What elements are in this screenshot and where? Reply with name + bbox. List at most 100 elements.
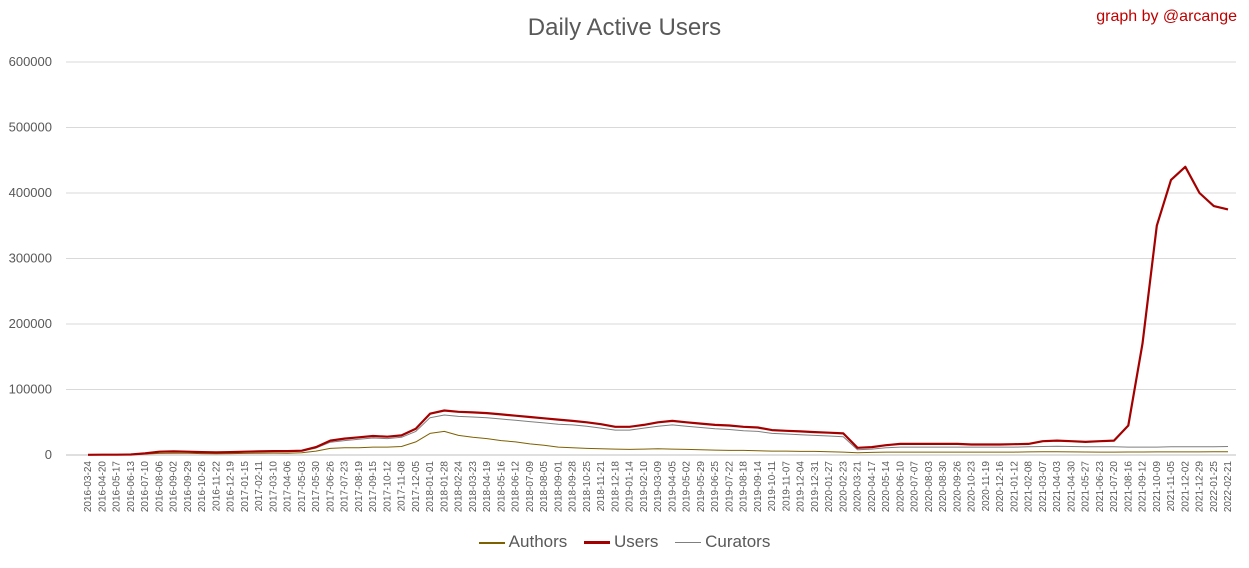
x-tick-label: 2021-10-09 <box>1152 461 1163 513</box>
x-tick-label: 2018-02-24 <box>454 461 465 513</box>
x-tick-label: 2018-11-21 <box>596 461 607 512</box>
legend-swatch-curators <box>675 542 702 544</box>
legend-swatch-users <box>584 541 610 545</box>
x-tick-label: 2021-09-12 <box>1138 461 1149 513</box>
x-tick-label: 2018-05-16 <box>496 461 507 513</box>
x-tick-label: 2021-01-12 <box>1009 461 1020 513</box>
x-tick-label: 2018-07-09 <box>525 461 536 513</box>
chart-title: Daily Active Users <box>527 14 722 41</box>
x-tick-label: 2019-04-05 <box>667 461 678 513</box>
x-tick-label: 2018-09-01 <box>553 461 564 513</box>
y-tick-label: 100000 <box>9 382 52 397</box>
x-tick-label: 2021-05-27 <box>1081 461 1092 513</box>
x-tick-label: 2019-01-14 <box>625 461 636 513</box>
series-lines <box>87 165 1229 456</box>
x-tick-label: 2018-08-05 <box>539 461 550 513</box>
x-tick-label: 2016-07-10 <box>140 461 151 513</box>
x-tick-label: 2020-01-27 <box>824 461 835 513</box>
legend-item-users: Users <box>584 532 658 552</box>
x-tick-label: 2016-04-20 <box>97 461 108 513</box>
x-tick-label: 2022-02-21 <box>1223 461 1234 513</box>
y-tick-label: 400000 <box>9 185 52 200</box>
x-tick-label: 2017-05-03 <box>297 461 308 513</box>
y-tick-label: 0 <box>45 447 52 462</box>
x-tick-label: 2021-04-30 <box>1066 461 1077 513</box>
x-tick-label: 2019-05-02 <box>682 461 693 513</box>
legend-swatch-authors <box>478 541 505 544</box>
y-tick-label: 200000 <box>9 316 52 331</box>
legend: Authors Users Curators <box>0 532 1249 552</box>
x-tick-label: 2016-10-26 <box>197 461 208 513</box>
x-tick-label: 2021-11-05 <box>1166 461 1177 512</box>
x-tick-label: 2017-11-08 <box>397 461 408 512</box>
x-tick-label: 2019-12-31 <box>810 461 821 513</box>
x-tick-label: 2018-01-28 <box>439 461 450 513</box>
x-tick-label: 2019-05-29 <box>696 461 707 513</box>
legend-label-users: Users <box>614 532 659 551</box>
x-tick-label: 2021-03-07 <box>1038 461 1049 513</box>
x-tick-label: 2018-04-19 <box>482 461 493 513</box>
x-tick-label: 2017-06-26 <box>325 461 336 513</box>
x-tick-label: 2019-12-04 <box>796 461 807 513</box>
legend-label-authors: Authors <box>508 532 568 551</box>
x-tick-label: 2016-12-19 <box>226 461 237 513</box>
x-tick-label: 2018-01-01 <box>425 461 436 513</box>
x-tick-label: 2018-10-25 <box>582 461 593 513</box>
x-tick-label: 2019-11-07 <box>781 461 792 512</box>
x-tick-label: 2021-06-23 <box>1095 461 1106 513</box>
x-tick-label: 2016-06-13 <box>126 461 137 513</box>
x-tick-label: 2019-09-14 <box>753 461 764 513</box>
x-tick-label: 2020-02-23 <box>838 461 849 513</box>
x-tick-label: 2019-03-09 <box>653 461 664 513</box>
x-tick-label: 2017-04-06 <box>283 461 294 513</box>
x-tick-label: 2017-03-10 <box>268 461 279 513</box>
x-tick-label: 2020-08-03 <box>924 461 935 513</box>
x-tick-label: 2019-07-22 <box>724 461 735 513</box>
x-tick-label: 2019-08-18 <box>739 461 750 513</box>
x-tick-label: 2021-12-02 <box>1180 461 1191 513</box>
series-line-users <box>87 165 1229 456</box>
x-tick-label: 2020-10-23 <box>967 461 978 513</box>
x-tick-label: 2017-08-19 <box>354 461 365 513</box>
x-tick-label: 2017-05-30 <box>311 461 322 513</box>
x-tick-label: 2017-07-23 <box>340 461 351 513</box>
x-tick-label: 2017-02-11 <box>254 461 265 512</box>
x-tick-label: 2019-02-10 <box>639 461 650 513</box>
x-tick-label: 2017-09-15 <box>368 461 379 513</box>
x-tick-label: 2016-11-22 <box>211 461 222 512</box>
x-tick-label: 2021-07-20 <box>1109 461 1120 513</box>
x-tick-label: 2020-07-07 <box>910 461 921 513</box>
x-tick-label: 2016-09-02 <box>169 461 180 513</box>
x-tick-label: 2020-12-16 <box>995 461 1006 513</box>
legend-item-curators: Curators <box>675 532 770 552</box>
x-tick-label: 2020-11-19 <box>981 461 992 512</box>
y-axis-ticks: 0 100000 200000 300000 400000 500000 600000 <box>9 54 52 462</box>
x-axis-ticks: 2016-03-24 2016-04-20 2016-05-17 2016-06-13… <box>83 461 1234 513</box>
x-tick-label: 2020-05-14 <box>881 461 892 513</box>
x-tick-label: 2016-03-24 <box>83 461 94 513</box>
x-tick-label: 2020-09-26 <box>952 461 963 513</box>
x-tick-label: 2018-09-28 <box>568 461 579 513</box>
x-tick-label: 2016-09-29 <box>183 461 194 513</box>
y-tick-label: 500000 <box>9 120 52 135</box>
x-tick-label: 2020-04-17 <box>867 461 878 513</box>
x-tick-label: 2018-12-18 <box>610 461 621 513</box>
x-tick-label: 2022-01-25 <box>1209 461 1220 513</box>
y-tick-label: 600000 <box>9 54 52 69</box>
x-tick-label: 2017-12-05 <box>411 461 422 513</box>
gridlines <box>66 61 1236 456</box>
x-tick-label: 2019-06-25 <box>710 461 721 513</box>
legend-label-curators: Curators <box>705 532 771 551</box>
x-tick-label: 2021-08-16 <box>1123 461 1134 513</box>
x-tick-label: 2021-12-29 <box>1195 461 1206 513</box>
x-tick-label: 2016-05-17 <box>112 461 123 513</box>
x-tick-label: 2020-06-10 <box>895 461 906 513</box>
x-tick-label: 2018-03-23 <box>468 461 479 513</box>
x-tick-label: 2019-10-11 <box>767 461 778 512</box>
x-tick-label: 2017-10-12 <box>382 461 393 513</box>
x-tick-label: 2020-08-30 <box>938 461 949 513</box>
legend-item-authors: Authors <box>478 532 568 552</box>
x-tick-label: 2017-01-15 <box>240 461 251 513</box>
credit-label: graph by @arcange <box>1096 8 1237 25</box>
